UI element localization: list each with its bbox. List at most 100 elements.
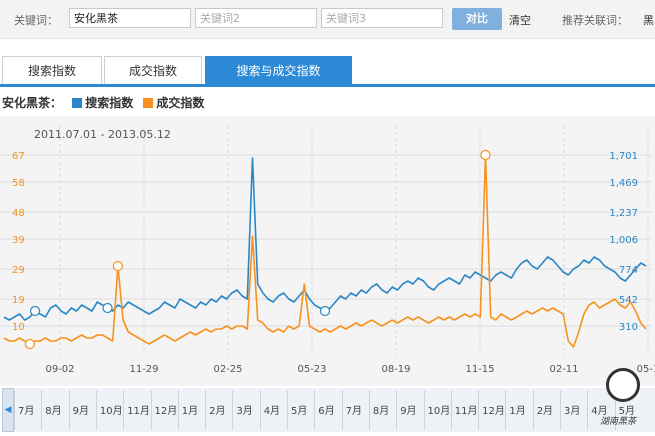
range-navigator: ◀ 7月 8月 9月 10月 11月 12月 1月 2月 3月 4月 5月 6月 7月 8月 9月 10月 11… — [0, 386, 655, 436]
navigator-month-separator — [478, 390, 480, 430]
navigator-month-separator — [41, 390, 43, 430]
navigator-month-label: 10月 — [427, 406, 451, 417]
legend-search[interactable]: 搜索指数 — [85, 96, 134, 110]
navigator-month-label: 6月 — [318, 406, 335, 417]
navigator-month-separator — [532, 390, 534, 430]
tab-search-and-trade[interactable]: 搜索与成交指数 — [205, 56, 352, 84]
navigator-month-separator — [450, 390, 452, 430]
x-tick-label: 11-29 — [129, 364, 158, 375]
navigator-month-label: 7月 — [345, 406, 362, 417]
navigator-month-label: 3月 — [236, 406, 253, 417]
search-legend-swatch — [72, 98, 83, 108]
point-marker — [24, 338, 35, 350]
line-chart[interactable]: 67 1,701 58 1,469 48 1,237 39 1,006 29 774 19 542 10… — [0, 116, 655, 386]
navigator-month-separator — [368, 390, 370, 430]
navigator-month-label: 12月 — [154, 406, 178, 417]
keyword3-input[interactable]: 关键词3 — [321, 8, 443, 28]
navigator-month-label: 9月 — [72, 406, 89, 417]
right-tick-label: 1,701 — [609, 151, 638, 162]
x-tick-label: 09-02 — [45, 364, 74, 375]
recommend-label: 推荐关联词： — [562, 14, 628, 27]
navigator-months[interactable]: 7月 8月 9月 10月 11月 12月 1月 2月 3月 4月 5月 6月 7月 8月 9月 10月 11月 1… — [14, 388, 655, 432]
left-tick-label: 39 — [12, 235, 25, 246]
navigator-month-separator — [68, 390, 70, 430]
navigator-month-separator — [396, 390, 398, 430]
trade-legend-swatch — [143, 98, 154, 108]
right-tick-label: 310 — [619, 322, 638, 333]
watermark-text: 湖南黑茶 — [600, 417, 637, 427]
x-tick-label: 11-15 — [465, 364, 494, 375]
keyword-bar: 关键词： 安化黑茶 关键词2 关键词3 对比 清空 推荐关联词： 黑 — [0, 0, 655, 39]
navigator-month-label: 3月 — [564, 406, 581, 417]
chart-date-range: 2011.07.01 - 2013.05.12 — [34, 128, 171, 141]
trade-index-line — [3, 154, 647, 348]
chart-area: 67 1,701 58 1,469 48 1,237 39 1,006 29 774 19 542 10… — [0, 116, 655, 386]
right-tick-label: 774 — [619, 265, 638, 276]
logo-emblem-icon — [606, 368, 640, 402]
navigator-month-separator — [177, 390, 179, 430]
right-tick-label: 542 — [619, 295, 638, 306]
navigator-month-label: 8月 — [372, 406, 390, 417]
navigator-month-label: 10月 — [99, 406, 123, 417]
navigator-month-separator — [587, 390, 589, 430]
navigator-month-separator — [14, 390, 15, 430]
left-tick-label: 19 — [12, 295, 25, 306]
watermark-logo: 湖南黑茶 — [598, 364, 648, 434]
navigator-month-separator — [95, 390, 97, 430]
navigator-month-separator — [314, 390, 316, 430]
navigator-month-label: 1月 — [509, 406, 526, 417]
navigator-month-label: 5月 — [291, 406, 308, 417]
right-tick-label: 1,237 — [609, 208, 638, 219]
chart-legend: 安化黑茶： 搜索指数 成交指数 — [2, 94, 204, 112]
keyword1-input[interactable]: 安化黑茶 — [69, 8, 191, 28]
left-tick-label: 58 — [12, 178, 25, 189]
navigator-month-label: 7月 — [18, 406, 35, 417]
point-marker — [29, 305, 41, 317]
navigator-left-handle[interactable]: ◀ — [2, 388, 14, 432]
navigator-month-label: 11月 — [127, 406, 150, 417]
left-tick-label: 67 — [12, 151, 25, 162]
recommend-item[interactable]: 黑 — [643, 14, 654, 27]
navigator-month-separator — [259, 390, 261, 430]
navigator-month-label: 2月 — [536, 406, 554, 417]
navigator-month-separator — [150, 390, 152, 430]
navigator-month-label: 9月 — [400, 406, 417, 417]
navigator-month-separator — [560, 390, 561, 430]
keyword2-input[interactable]: 关键词2 — [195, 8, 317, 28]
navigator-month-separator — [287, 390, 288, 430]
x-tick-label: 05-1 — [637, 364, 655, 375]
navigator-month-label: 4月 — [263, 406, 281, 417]
left-tick-label: 10 — [12, 322, 25, 333]
navigator-month-label: 8月 — [45, 406, 62, 417]
x-tick-label: 02-11 — [549, 364, 578, 375]
navigator-month-separator — [205, 390, 207, 430]
x-tick-label: 05-23 — [297, 364, 326, 375]
navigator-month-label: 11月 — [454, 406, 478, 417]
point-marker — [102, 302, 113, 314]
point-marker — [319, 305, 331, 317]
left-tick-label: 29 — [12, 265, 25, 276]
clear-link[interactable]: 清空 — [509, 14, 531, 27]
right-tick-label: 1,006 — [609, 235, 638, 246]
index-tabs: 搜索指数 成交指数 搜索与成交指数 — [0, 56, 655, 87]
left-tick-label: 48 — [12, 208, 25, 219]
keyword-label: 关键词： — [14, 14, 58, 27]
x-tick-label: 08-19 — [381, 364, 410, 375]
navigator-month-separator — [614, 390, 616, 430]
navigator-month-separator — [505, 390, 507, 430]
legend-trade[interactable]: 成交指数 — [156, 96, 205, 110]
point-marker — [112, 260, 124, 272]
tab-search-index[interactable]: 搜索指数 — [2, 56, 102, 84]
navigator-month-separator — [123, 390, 125, 430]
compare-button[interactable]: 对比 — [452, 8, 502, 30]
navigator-month-label: 5月 — [618, 406, 635, 417]
tab-trade-index[interactable]: 成交指数 — [104, 56, 202, 84]
navigator-month-separator — [232, 390, 234, 430]
navigator-month-separator — [423, 390, 425, 430]
navigator-month-label: 1月 — [181, 406, 199, 417]
navigator-month-label: 12月 — [482, 406, 505, 417]
right-tick-label: 1,469 — [609, 178, 638, 189]
navigator-month-label: 2月 — [209, 406, 226, 417]
x-tick-label: 02-25 — [213, 364, 242, 375]
chart-keyword: 安化黑茶： — [2, 96, 63, 110]
